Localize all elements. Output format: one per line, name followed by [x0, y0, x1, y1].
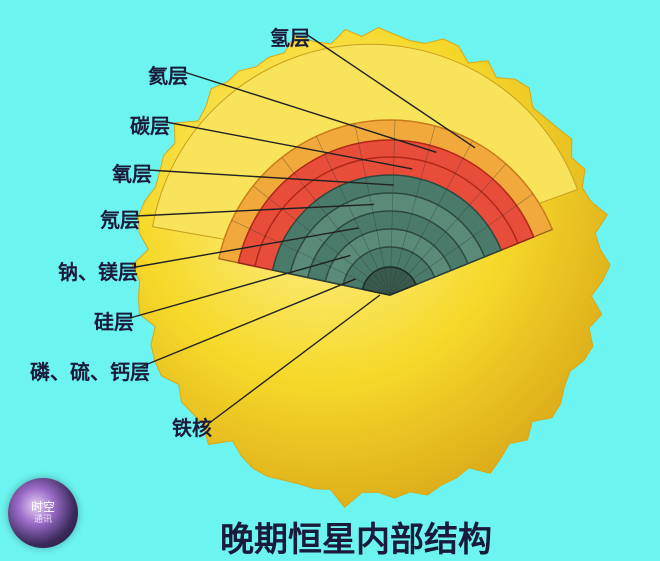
layer-label-0: 氢层 [270, 22, 310, 51]
diagram-title: 晚期恒星内部结构 [220, 512, 492, 561]
layer-label-1: 氦层 [148, 60, 188, 89]
layer-label-2: 碳层 [130, 110, 170, 139]
layer-label-7: 磷、硫、钙层 [30, 356, 150, 385]
layer-label-8: 铁核 [172, 412, 212, 441]
layer-label-6: 硅层 [94, 306, 134, 335]
watermark-line1: 时空 [31, 501, 55, 514]
layer-label-5: 钠、镁层 [58, 256, 138, 285]
watermark-badge: 时空 通讯 [8, 478, 78, 548]
layer-label-3: 氧层 [112, 158, 152, 187]
watermark-line2: 通讯 [34, 515, 52, 525]
layer-label-4: 氖层 [100, 204, 140, 233]
